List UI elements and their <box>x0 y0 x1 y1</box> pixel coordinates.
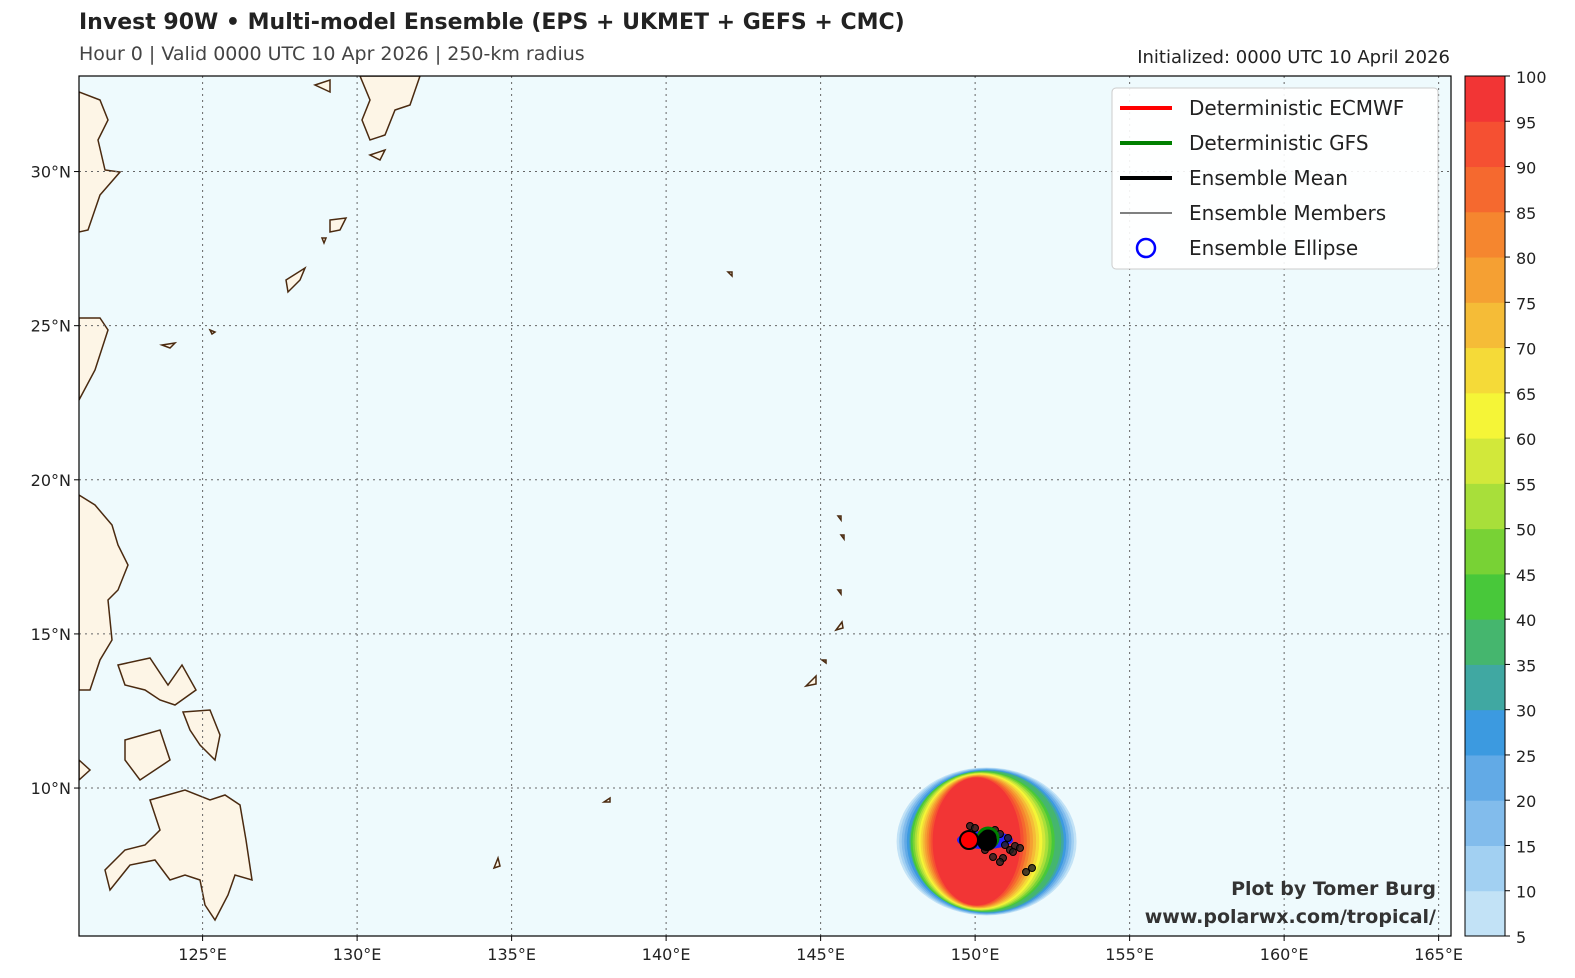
colorbar-bin <box>1465 800 1505 846</box>
axis-ticks: 125°E 130°E 135°E 140°E 145°E 150°E 155°E 160°E… <box>31 163 1463 964</box>
colorbar-bin <box>1465 890 1505 937</box>
ensemble-member-position <box>989 853 997 861</box>
philippines-luzon <box>79 494 129 691</box>
colorbar-bin <box>1465 754 1505 801</box>
ensemble-member-position <box>1028 864 1036 872</box>
lon-tick-label: 135°E <box>487 945 536 964</box>
colorbar-tick-label: 50 <box>1516 521 1536 540</box>
ensemble-member-position <box>971 824 979 832</box>
mariana-islands <box>492 271 845 870</box>
colorbar-bin <box>1465 347 1505 394</box>
colorbar-bin <box>1465 709 1505 756</box>
lon-tick-label: 160°E <box>1260 945 1309 964</box>
kyushu-shikoku <box>312 76 421 141</box>
lon-tick-label: 125°E <box>178 945 227 964</box>
lon-tick-label: 165°E <box>1414 945 1463 964</box>
graticule <box>79 76 1451 936</box>
credit-url: www.polarwx.com/tropical/ <box>1145 906 1436 928</box>
colorbar-tick-label: 75 <box>1516 294 1536 313</box>
legend-label: Deterministic ECMWF <box>1189 96 1404 120</box>
colorbar-bin <box>1465 76 1505 122</box>
colorbar-bin <box>1465 664 1505 711</box>
philippines-visayas <box>117 657 221 782</box>
initialized-time: Initialized: 0000 UTC 10 April 2026 <box>1137 47 1450 68</box>
ensemble-member-position <box>1004 834 1012 842</box>
figure-subtitle: Hour 0 | Valid 0000 UTC 10 Apr 2026 | 25… <box>79 43 585 65</box>
ryukyu-islands <box>159 148 387 349</box>
legend: Deterministic ECMWF Deterministic GFS Ense… <box>1111 87 1439 270</box>
colorbar-bin <box>1465 528 1505 575</box>
china-coast <box>79 91 122 233</box>
colorbar-tick-label: 70 <box>1516 340 1536 359</box>
colorbar-tick-label: 20 <box>1516 792 1536 811</box>
colorbar-tick-label: 30 <box>1516 702 1536 721</box>
lat-tick-label: 30°N <box>31 163 71 182</box>
legend-label: Deterministic GFS <box>1189 131 1369 155</box>
ecmwf-position-marker <box>959 830 979 850</box>
ensemble-mean-marker <box>977 831 997 851</box>
colorbar-bin <box>1465 483 1505 530</box>
colorbar: 5 10 15 20 25 30 35 40 45 50 55 60 65 70 75 80 85 90 95 100 <box>1464 68 1547 947</box>
colorbar-bin <box>1465 619 1505 665</box>
colorbar-bin <box>1465 438 1505 484</box>
colorbar-bin <box>1465 302 1505 349</box>
colorbar-tick-label: 90 <box>1516 159 1536 178</box>
palawan <box>79 758 92 782</box>
colorbar-tick-label: 60 <box>1516 430 1536 449</box>
lat-tick-label: 20°N <box>31 471 71 490</box>
land-layer <box>79 76 845 922</box>
colorbar-bin <box>1465 257 1505 303</box>
map-frame <box>78 75 1452 937</box>
colorbar-tick-label: 35 <box>1516 656 1536 675</box>
colorbar-tick-label: 40 <box>1516 611 1536 630</box>
ensemble-member-position <box>1022 868 1030 876</box>
colorbar-bin <box>1465 845 1505 892</box>
colorbar-tick-label: 80 <box>1516 249 1536 268</box>
colorbar-bin <box>1465 121 1505 168</box>
colorbar-bin <box>1465 392 1505 439</box>
lon-tick-label: 150°E <box>951 945 1000 964</box>
legend-label: Ensemble Members <box>1189 201 1386 225</box>
colorbar-tick-label: 65 <box>1516 385 1536 404</box>
lat-tick-label: 10°N <box>31 779 71 798</box>
ensemble-member-position <box>1016 844 1024 852</box>
colorbar-tick-label: 15 <box>1516 837 1536 856</box>
legend-label: Ensemble Ellipse <box>1189 236 1358 260</box>
figure-title: Invest 90W • Multi-model Ensemble (EPS +… <box>79 10 905 35</box>
legend-swatch-ellipse <box>1135 237 1157 259</box>
taiwan <box>79 317 109 401</box>
lon-tick-label: 145°E <box>796 945 845 964</box>
colorbar-tick-label: 95 <box>1516 113 1536 132</box>
ensemble-member-position <box>1009 848 1017 856</box>
colorbar-bin <box>1465 166 1505 213</box>
lon-tick-label: 130°E <box>333 945 382 964</box>
colorbar-bin <box>1465 211 1505 258</box>
colorbar-tick-label: 45 <box>1516 566 1536 585</box>
credit-author: Plot by Tomer Burg <box>1231 878 1436 900</box>
colorbar-frame <box>1464 75 1506 937</box>
lat-tick-label: 25°N <box>31 317 71 336</box>
colorbar-tick-label: 5 <box>1516 928 1526 947</box>
ensemble-member-position <box>1001 841 1009 849</box>
colorbar-tick-label: 10 <box>1516 883 1536 902</box>
colorbar-tick-label: 100 <box>1516 68 1547 87</box>
colorbar-tick-label: 25 <box>1516 747 1536 766</box>
lon-tick-label: 155°E <box>1105 945 1154 964</box>
colorbar-tick-label: 55 <box>1516 475 1536 494</box>
lat-tick-label: 15°N <box>31 625 71 644</box>
legend-label: Ensemble Mean <box>1189 166 1348 190</box>
ensemble-member-position <box>996 858 1004 866</box>
storm-markers <box>957 822 1036 876</box>
colorbar-tick-label: 85 <box>1516 204 1536 223</box>
lon-tick-label: 140°E <box>642 945 691 964</box>
colorbar-bin <box>1465 573 1505 620</box>
